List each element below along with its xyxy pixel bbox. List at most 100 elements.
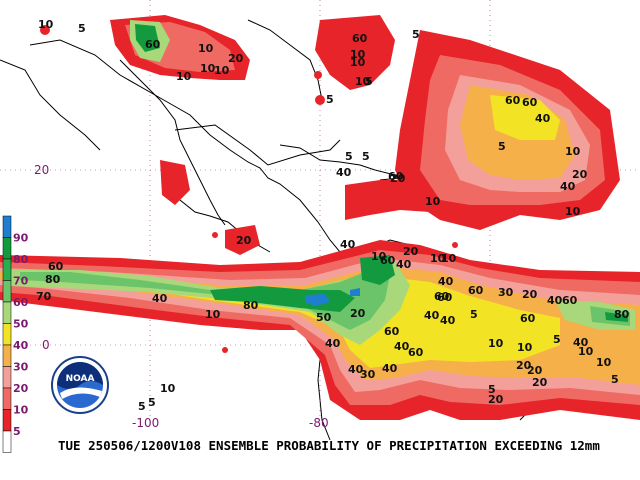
contour-label: 5	[488, 383, 496, 396]
legend-label: 20	[13, 382, 29, 395]
contour-label: 60	[48, 260, 64, 273]
legend-swatch	[2, 409, 12, 432]
legend-label: 40	[13, 339, 29, 352]
contour-label: 10	[205, 308, 221, 321]
contour-label: 20	[403, 245, 419, 258]
contour-label: 10	[517, 341, 533, 354]
noaa-logo-text: NOAA	[66, 374, 95, 384]
contour-label: 60	[388, 170, 404, 183]
contour-label: 5	[498, 140, 506, 153]
contour-label: 10	[200, 62, 216, 75]
legend-swatch	[2, 430, 12, 453]
contour-label: 40	[440, 314, 456, 327]
contour-label: 60	[522, 96, 538, 109]
contour-label: 20	[516, 359, 532, 372]
legend-label: 50	[13, 318, 29, 331]
contour-label: 5	[362, 150, 370, 163]
legend-label: 10	[13, 404, 29, 417]
contour-label: 10	[430, 252, 446, 265]
contour-label: 40	[340, 238, 356, 251]
legend-label: 5	[13, 425, 21, 438]
contour-label: 60	[384, 325, 400, 338]
contour-label: 60	[505, 94, 521, 107]
legend-label: 80	[13, 253, 29, 266]
contour-label: 40	[336, 166, 352, 179]
contour-label: 40	[560, 180, 576, 193]
contour-label: 5	[470, 308, 478, 321]
lat-label-20: 20	[34, 163, 49, 177]
contour-label: 10	[355, 75, 371, 88]
contour-label: 5	[412, 28, 420, 41]
contour-label: 80	[243, 299, 259, 312]
contour-label: 20	[522, 288, 538, 301]
legend-label: 60	[13, 296, 29, 309]
contour-label: 10	[176, 70, 192, 83]
contour-label: 5	[553, 333, 561, 346]
contour-label: 20	[488, 393, 504, 406]
contour-label: 10	[214, 64, 230, 77]
lon-label-100: -100	[132, 416, 159, 430]
contour-label: 80	[45, 273, 61, 286]
map-caption: TUE 250506/1200V108 ENSEMBLE PROBABILITY…	[58, 438, 600, 453]
axis-labels: 20 0 -100 -80	[34, 163, 329, 430]
contour-label: 40	[348, 363, 364, 376]
contour-label: 20	[350, 307, 366, 320]
contour-label: 40	[547, 294, 563, 307]
contour-label: 40	[394, 340, 410, 353]
legend-swatch	[2, 301, 12, 324]
contour-label: 40	[573, 336, 589, 349]
contour-label: 40	[152, 292, 168, 305]
contour-label: 5	[148, 396, 156, 409]
lon-label-80: -80	[309, 416, 329, 430]
legend-label: 70	[13, 275, 29, 288]
contour-label: 60	[437, 291, 453, 304]
legend-label: 90	[13, 232, 29, 245]
contour-label: 10	[350, 48, 366, 61]
contour-label: 50	[316, 311, 332, 324]
legend-swatch	[2, 258, 12, 281]
contour-label: 60	[520, 312, 536, 325]
contour-label: 20	[228, 52, 244, 65]
legend-swatch	[2, 237, 12, 260]
contour-label: 30	[360, 368, 376, 381]
legend-swatch	[2, 366, 12, 389]
contour-label: 60	[468, 284, 484, 297]
contour-label: 20	[532, 376, 548, 389]
contour-label: 10	[488, 337, 504, 350]
lat-label-0: 0	[42, 338, 50, 352]
contour-label: 10	[350, 56, 366, 69]
contour-label: 20	[236, 234, 252, 247]
contour-label: 60	[352, 32, 368, 45]
noaa-logo: NOAA	[51, 356, 109, 414]
contour-label: 10	[565, 205, 581, 218]
contour-label: 10	[371, 250, 387, 263]
contour-label: 10	[160, 382, 176, 395]
contour-label: 70	[36, 290, 52, 303]
legend-swatch	[2, 323, 12, 346]
contour-label: 10	[425, 195, 441, 208]
legend-swatch	[2, 387, 12, 410]
contour-label: 60	[380, 254, 396, 267]
legend-label: 30	[13, 361, 29, 374]
contour-label: 10	[441, 252, 457, 265]
contour-label: 20	[390, 172, 406, 185]
contour-label: 10	[578, 345, 594, 358]
contour-label: 60	[562, 294, 578, 307]
legend-swatch	[2, 215, 12, 238]
precip-field-blue	[305, 288, 360, 306]
contour-label: 5	[78, 22, 86, 35]
precip-field-yellow	[0, 95, 560, 368]
contour-label: 80	[614, 308, 630, 321]
contour-label: 5	[345, 150, 353, 163]
contour-label: 60	[434, 290, 450, 303]
contour-label: 20	[572, 168, 588, 181]
contour-label: 40	[325, 337, 341, 350]
contour-label: 5	[138, 400, 146, 413]
contour-label: 60	[408, 346, 424, 359]
contour-label: 40	[438, 275, 454, 288]
contour-label: 10	[38, 18, 54, 31]
contour-label: 10	[596, 356, 612, 369]
contour-label: 10	[198, 42, 214, 55]
